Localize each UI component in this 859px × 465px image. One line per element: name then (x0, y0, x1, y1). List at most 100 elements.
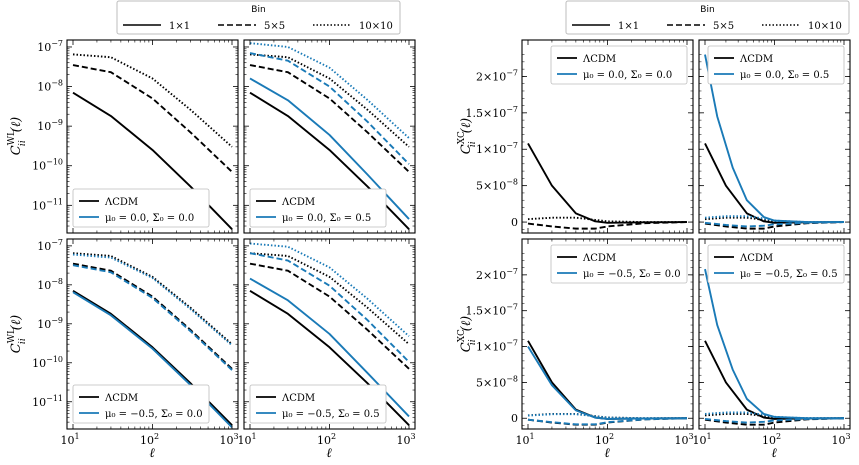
x-tick-label-exponent: 1 (706, 432, 711, 441)
y-tick-label: 0 (511, 412, 518, 425)
x-axis-label: ℓ (149, 446, 155, 461)
legend-frame (565, 0, 850, 35)
xc-ylabel-bottom-sup: XC (457, 329, 467, 342)
x-tick-label-mantissa: 10 (317, 434, 331, 447)
x-tick-label: 103 (396, 432, 415, 447)
panel-xc-05: ΛCDM μ₀ = 0.0, Σ₀ = 0.5 (698, 39, 851, 234)
series-line (704, 268, 844, 420)
y-tick-label-mantissa: 10 (32, 199, 46, 212)
panel-legend: ΛCDM μ₀ = 0.0, Σ₀ = 0.0 (550, 45, 688, 85)
panel-legend: ΛCDM μ₀ = 0.0, Σ₀ = 0.5 (249, 188, 387, 228)
legend-mg-label: μ₀ = 0.0, Σ₀ = 0.0 (583, 70, 672, 81)
series-line (72, 264, 233, 371)
series-line (72, 252, 233, 345)
x-tick-label: 103 (674, 432, 693, 447)
series-line (249, 252, 410, 363)
y-tick-label-exponent: −9 (51, 316, 63, 325)
panel-ticks (522, 239, 693, 429)
legend-lcdm-label: ΛCDM (104, 197, 138, 208)
y-tick-label-exponent: −7 (51, 39, 63, 48)
panel-frame (698, 238, 851, 430)
panel-legend-frame (72, 384, 210, 424)
legend-lcdm-label: ΛCDM (104, 393, 138, 404)
y-tick-label: 1.5×10−7 (465, 303, 518, 318)
y-tick-label-mantissa: 10 (37, 318, 51, 331)
x-tick-label: 101 (692, 432, 711, 447)
x-tick-label-exponent: 1 (74, 432, 79, 441)
wl-ylabel-bottom-sub: ii (18, 338, 28, 344)
series-line (704, 54, 844, 224)
y-tick-label-mantissa: 10 (37, 279, 51, 292)
bin-legend-2: Bin 1×1 5×5 10×10 (565, 0, 850, 35)
legend-label: 10×10 (808, 21, 842, 32)
axis-labels: CWLii(ℓ)CWLii(ℓ)CXCii(ℓ)CXCii(ℓ)ℓ ℓ ℓ ℓ (7, 117, 777, 461)
y-tick-label: 1×10−7 (476, 339, 518, 354)
xc-ylabel-bottom-symbol: C (459, 342, 474, 352)
panel-frame (698, 39, 851, 234)
y-tick-label-mantissa: 10 (37, 120, 51, 133)
legend-mg-label: μ₀ = −0.5, Σ₀ = 0.5 (740, 269, 838, 280)
x-axis-label: ℓ (771, 446, 777, 461)
y-tick-label: 1.5×10−7 (465, 105, 518, 120)
panel-frame (243, 238, 416, 430)
x-tick-label-mantissa: 10 (237, 434, 251, 447)
y-tick-label-exponent: −10 (46, 355, 63, 364)
y-tick-label-exponent: −7 (506, 303, 518, 312)
series-line (72, 64, 233, 173)
xc-ylabel-top-sup: XC (457, 131, 467, 144)
y-tick-label: 10−8 (37, 277, 63, 292)
legend-mg-label: μ₀ = 0.0, Σ₀ = 0.0 (105, 213, 194, 224)
bin-legend-1: Bin 1×1 5×5 10×10 (116, 0, 401, 35)
y-tick-label-mantissa: 10 (37, 81, 51, 94)
y-tick-label: 1×10−7 (476, 141, 518, 156)
y-tick-label-mantissa: 10 (37, 41, 51, 54)
y-tick-label-exponent: −8 (506, 374, 518, 383)
y-tick-label-exponent: −7 (51, 238, 63, 247)
panel-frame (521, 39, 694, 234)
y-tick-label: 5×10−8 (476, 178, 518, 193)
y-tick-label-exponent: −7 (506, 105, 518, 114)
legend-lcdm-label: ΛCDM (281, 197, 315, 208)
y-tick-label: 10−11 (32, 197, 63, 212)
bin-legends: Bin 1×1 5×5 10×10 Bin 1×1 5×5 10×10 (116, 0, 850, 35)
series-line (249, 262, 410, 370)
y-tick-label-mantissa: 10 (32, 160, 46, 173)
series-line (72, 53, 233, 148)
x-tick-label-mantissa: 10 (595, 434, 609, 447)
wl-ylabel-top-sup: WL (7, 130, 17, 145)
x-axis-label: ℓ (326, 446, 332, 461)
xc-ylabel-top-arg: (ℓ) (459, 118, 474, 134)
y-tick-label-mantissa: 1.5×10 (465, 107, 506, 120)
x-tick-label: 103 (831, 432, 850, 447)
panel-legend-frame (249, 384, 387, 424)
y-tick-label-exponent: −7 (506, 339, 518, 348)
y-tick-label-exponent: −8 (51, 79, 63, 88)
panel-frame (66, 39, 239, 234)
panel-legend-frame (707, 244, 845, 284)
x-tick-label-mantissa: 10 (396, 434, 410, 447)
y-tick-label-exponent: −8 (506, 178, 518, 187)
panel-legend: ΛCDM μ₀ = 0.0, Σ₀ = 0.0 (72, 188, 210, 228)
y-tick-label-exponent: −10 (46, 158, 63, 167)
legend-lcdm-label: ΛCDM (739, 54, 773, 65)
y-tick-label-exponent: −9 (51, 118, 63, 127)
x-tick-label-mantissa: 10 (60, 434, 74, 447)
x-tick-label-exponent: 2 (776, 432, 781, 441)
y-tick-label: 10−10 (32, 158, 63, 173)
wl-ylabel-top-sub: ii (18, 140, 28, 146)
panel-legend-frame (707, 45, 845, 85)
x-tick-label-exponent: 3 (233, 432, 238, 441)
wl-ylabel-bottom-arg: (ℓ) (9, 315, 24, 331)
y-tick-label-mantissa: 0 (511, 216, 518, 229)
legend-label: 1×1 (618, 21, 639, 32)
xc-ylabel-bottom-sub: ii (468, 339, 478, 345)
series-line (249, 53, 410, 148)
x-tick-label: 102 (762, 432, 781, 447)
y-tick-label: 2×10−7 (476, 68, 518, 83)
panel-legend-frame (550, 45, 688, 85)
panel-legend-frame (72, 188, 210, 228)
